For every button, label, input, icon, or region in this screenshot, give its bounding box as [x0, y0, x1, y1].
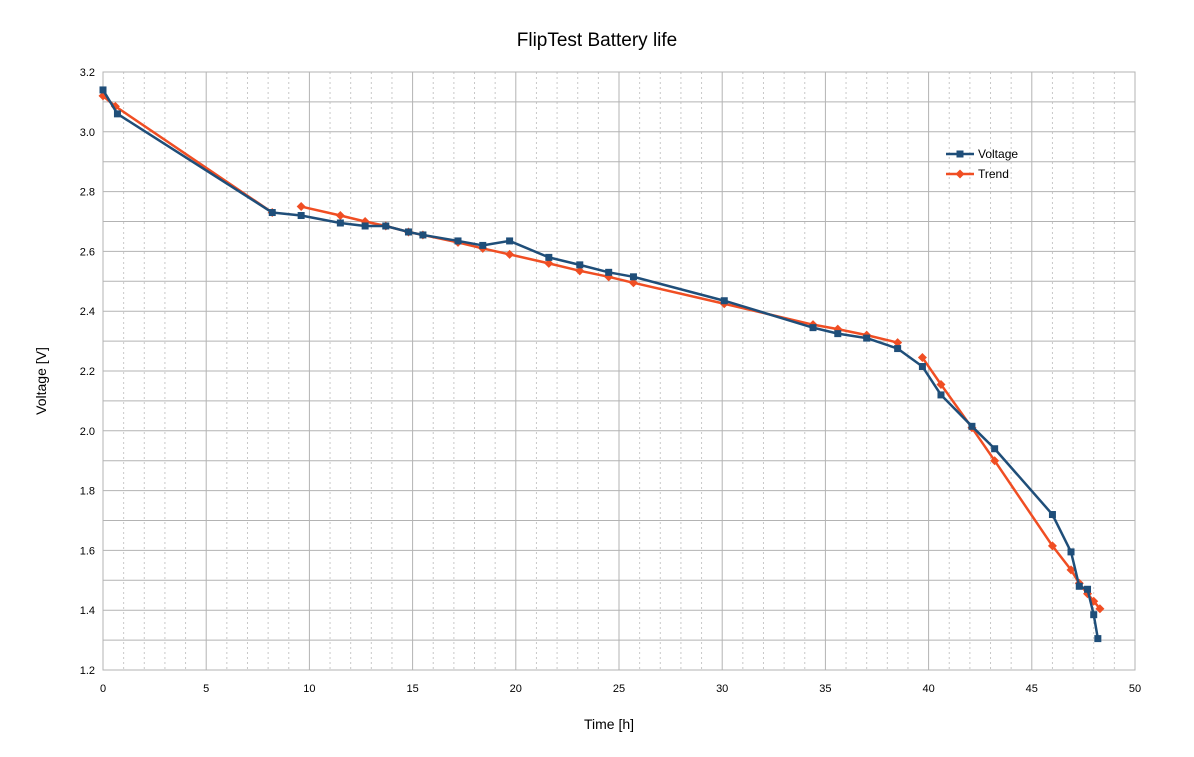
- y-axis-label: Voltage [V]: [33, 347, 49, 415]
- voltage-point: [361, 222, 369, 230]
- y-tick-label: 1.2: [80, 665, 95, 677]
- voltage-point: [99, 86, 107, 94]
- voltage-point: [1090, 611, 1098, 619]
- legend-voltage-label: Voltage: [978, 147, 1018, 161]
- trend-point: [335, 211, 345, 221]
- y-tick-label: 2.2: [80, 366, 95, 378]
- voltage-point: [454, 237, 462, 245]
- series-layer: [98, 86, 1105, 643]
- x-axis-label: Time [h]: [584, 716, 634, 732]
- x-tick-label: 30: [716, 683, 728, 695]
- voltage-point: [506, 237, 514, 245]
- voltage-point: [479, 241, 487, 249]
- series-voltage: [99, 86, 1102, 643]
- y-axis-ticks: 1.2 1.4 1.6 1.8 2.0 2.2 2.4 2.6 2.8 3.0 3.2: [80, 67, 95, 677]
- legend-trend-label: Trend: [978, 167, 1009, 181]
- voltage-point: [968, 422, 976, 430]
- trend-point: [575, 266, 585, 276]
- y-tick-label: 3.2: [80, 67, 95, 79]
- voltage-point: [336, 219, 344, 227]
- legend-voltage-marker: [956, 150, 964, 158]
- trend-point: [936, 379, 946, 389]
- voltage-point: [937, 391, 945, 399]
- x-tick-label: 50: [1129, 683, 1141, 695]
- voltage-point: [1048, 511, 1056, 519]
- voltage-point: [1084, 585, 1092, 593]
- trend-point: [1095, 604, 1105, 614]
- voltage-point: [1075, 582, 1083, 590]
- trend-point: [628, 278, 638, 288]
- voltage-point: [991, 445, 999, 453]
- x-tick-label: 15: [406, 683, 418, 695]
- voltage-point: [605, 268, 613, 276]
- trend-point: [893, 338, 903, 348]
- voltage-point: [113, 110, 121, 118]
- trend-point: [544, 258, 554, 268]
- voltage-point: [576, 261, 584, 269]
- x-axis-ticks: 0 5 10 15 20 25 30 35 40 45 50: [100, 683, 1141, 695]
- voltage-point: [629, 273, 637, 281]
- x-tick-label: 35: [819, 683, 831, 695]
- trend-point: [505, 249, 515, 259]
- x-tick-label: 45: [1026, 683, 1038, 695]
- y-tick-label: 1.4: [80, 605, 95, 617]
- x-tick-label: 10: [303, 683, 315, 695]
- x-tick-label: 20: [510, 683, 522, 695]
- trend-point: [1047, 541, 1057, 551]
- voltage-point: [809, 324, 817, 332]
- trend-point: [990, 456, 1000, 466]
- x-tick-label: 25: [613, 683, 625, 695]
- trend-point: [296, 202, 306, 212]
- legend: Voltage Trend: [946, 147, 1018, 181]
- voltage-point: [918, 363, 926, 371]
- voltage-point: [863, 334, 871, 342]
- y-tick-label: 1.8: [80, 486, 95, 498]
- major-grid: [102, 71, 1136, 671]
- legend-trend-marker: [955, 169, 965, 179]
- voltage-point: [419, 231, 427, 239]
- x-tick-label: 0: [100, 683, 106, 695]
- y-tick-label: 3.0: [80, 127, 95, 139]
- y-tick-label: 2.6: [80, 246, 95, 258]
- y-tick-label: 2.4: [80, 306, 95, 318]
- voltage-point: [545, 253, 553, 261]
- voltage-point: [1067, 548, 1075, 556]
- voltage-point: [404, 228, 412, 236]
- y-tick-label: 2.8: [80, 187, 95, 199]
- x-tick-label: 40: [922, 683, 934, 695]
- voltage-point: [834, 330, 842, 338]
- voltage-point: [268, 209, 276, 217]
- y-tick-label: 1.6: [80, 545, 95, 557]
- voltage-point: [894, 345, 902, 353]
- voltage-point: [1094, 635, 1102, 643]
- trend-point: [917, 353, 927, 363]
- x-tick-label: 5: [203, 683, 209, 695]
- voltage-point: [720, 297, 728, 305]
- chart-title: FlipTest Battery life: [517, 30, 678, 51]
- voltage-point: [297, 212, 305, 220]
- plot-area-frame: [102, 71, 1136, 671]
- y-tick-label: 2.0: [80, 426, 95, 438]
- voltage-point: [382, 222, 390, 230]
- trend-point: [1066, 565, 1076, 575]
